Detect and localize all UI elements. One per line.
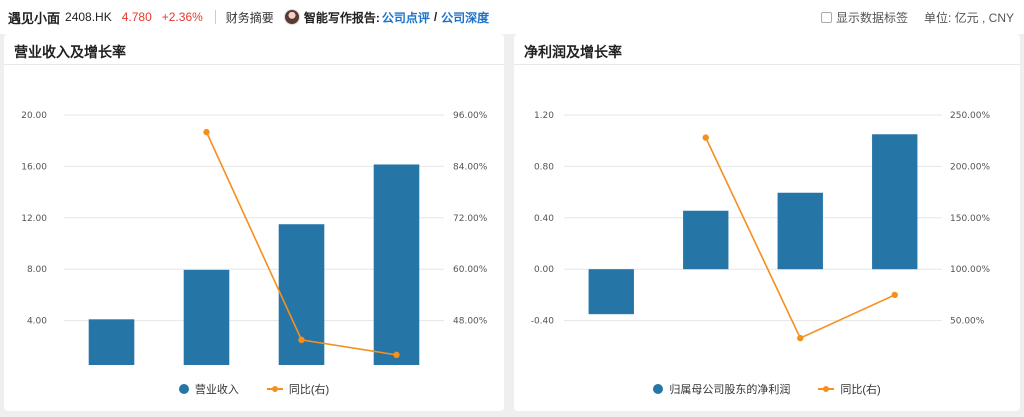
panel-divider [514, 64, 1020, 65]
bar [588, 269, 634, 315]
stock-code: 2408.HK [65, 10, 112, 24]
y-tick-label: 16.00 [21, 162, 47, 172]
legend-label: 同比(右) [840, 384, 881, 396]
y2-tick-label: 48.00% [453, 317, 488, 327]
bar [278, 224, 325, 365]
bar [373, 164, 420, 365]
bar [683, 210, 729, 270]
unit-label: 单位: 亿元 , CNY [923, 10, 1014, 25]
y-tick-label: 20.00 [21, 111, 47, 121]
stock-name: 遇见小面 [8, 10, 61, 26]
line-point [393, 351, 400, 359]
y-tick-label: -0.40 [531, 317, 555, 327]
y2-tick-label: 150.00% [950, 214, 990, 224]
line-point [203, 128, 210, 136]
legend-line-icon [818, 386, 835, 392]
y2-tick-label: 100.00% [950, 265, 990, 275]
link-separator: / [433, 10, 438, 24]
y-tick-label: 1.20 [534, 111, 554, 121]
panel-title: 净利润及增长率 [524, 44, 622, 60]
profit-chart: -0.800.00%-0.4050.00%0.00100.00%0.40150.… [531, 111, 990, 342]
line-point [702, 134, 709, 141]
right-tools: 显示数据标签 单位: 亿元 , CNY [820, 0, 1014, 34]
stock-price: 4.780 [121, 10, 152, 24]
profit-panel: 净利润及增长率 -0.800.00%-0.4050.00%0.00100.00%… [514, 34, 1020, 411]
y-tick-label: 0.40 [534, 214, 554, 224]
revenue-chart: 0.0036.00%4.0048.00%8.0060.00%12.0072.00… [21, 111, 488, 365]
y2-tick-label: 50.00% [950, 317, 985, 327]
company-depth-link[interactable]: 公司深度 [441, 10, 490, 25]
y2-tick-label: 60.00% [453, 265, 488, 275]
legend-item-line[interactable]: 同比(右) [266, 381, 330, 397]
legend-dot-icon [178, 384, 189, 394]
divider [214, 10, 216, 24]
bar [88, 319, 135, 365]
show-labels-checkbox[interactable] [820, 11, 832, 23]
legend-label: 同比(右) [288, 384, 330, 396]
company-review-link[interactable]: 公司点评 [381, 10, 430, 25]
y2-tick-label: 96.00% [453, 111, 488, 121]
bar [872, 134, 918, 270]
bar [183, 269, 230, 365]
y2-tick-label: 84.00% [453, 162, 488, 172]
writer-label: 智能写作报告: [303, 10, 380, 25]
panel-title: 营业收入及增长率 [14, 44, 126, 60]
y-tick-label: 0.80 [534, 162, 554, 172]
line-point [891, 291, 898, 299]
summary-tab[interactable]: 财务摘要 [225, 10, 274, 25]
y2-tick-label: 72.00% [453, 214, 488, 224]
line-point [797, 334, 804, 342]
legend-dot-icon [653, 384, 664, 394]
line-point [298, 336, 305, 344]
bar [777, 192, 823, 270]
legend-item-bar[interactable]: 营业收入 [178, 381, 239, 397]
legend-item-line[interactable]: 同比(右) [818, 381, 881, 397]
y-tick-label: 12.00 [21, 214, 47, 224]
legend-label: 营业收入 [194, 384, 239, 396]
y2-tick-label: 200.00% [950, 162, 990, 172]
legend-line-icon [266, 386, 283, 392]
stock-change: +2.36% [161, 10, 203, 24]
y2-tick-label: 250.00% [950, 111, 990, 121]
stock-header: 遇见小面 2408.HK 4.780 +2.36% 财务摘要 智能写作报告: 公… [0, 0, 1024, 34]
show-labels-label[interactable]: 显示数据标签 [835, 10, 908, 25]
legend-item-bar[interactable]: 归属母公司股东的净利润 [653, 381, 790, 397]
revenue-panel: 营业收入及增长率 0.0036.00%4.0048.00%8.0060.00%1… [4, 34, 504, 411]
y-tick-label: 8.00 [27, 265, 47, 275]
y-tick-label: 0.00 [534, 265, 554, 275]
panel-divider [4, 64, 504, 65]
legend: 归属母公司股东的净利润 同比(右) [514, 381, 1020, 397]
y-tick-label: 4.00 [27, 317, 47, 327]
legend-label: 归属母公司股东的净利润 [669, 384, 791, 396]
legend: 营业收入 同比(右) [4, 381, 504, 397]
writer-avatar-icon [283, 9, 300, 25]
